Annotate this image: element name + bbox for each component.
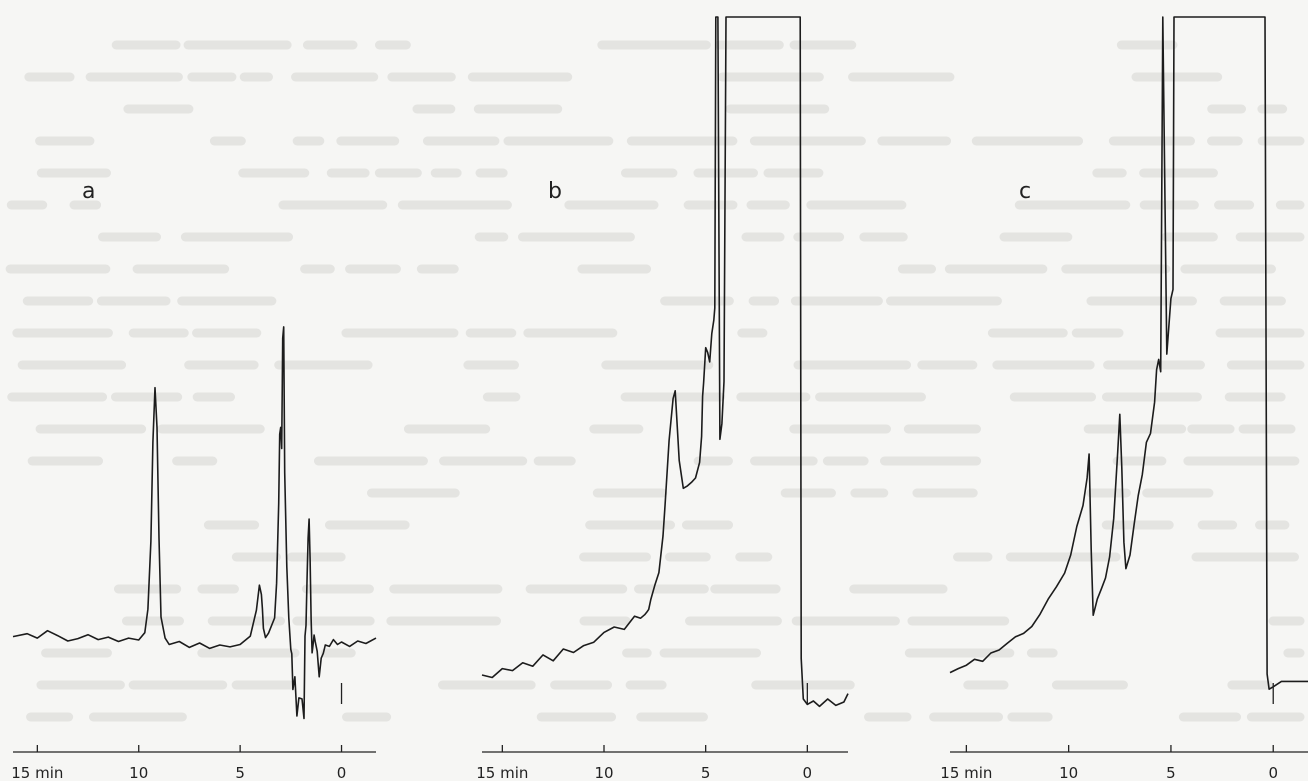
- x-tick-label: 10: [1059, 764, 1078, 781]
- background-texture: [5, 40, 1305, 722]
- chromatogram-panel-c: c 15 min 10 5 0: [940, 16, 1308, 781]
- panel-label: b: [548, 179, 562, 204]
- x-tick-label: 0: [337, 764, 347, 781]
- chromatogram-trace: [12, 326, 377, 720]
- x-tick-label: 0: [1268, 764, 1278, 781]
- panel-label: c: [1019, 179, 1031, 204]
- chromatogram-panel-b: b 15 min 10 5 0: [476, 16, 849, 781]
- x-tick-label: 10: [594, 764, 613, 781]
- x-tick-label: 15 min: [11, 764, 63, 781]
- panel-label: a: [82, 179, 95, 204]
- x-tick-label: 5: [1166, 764, 1176, 781]
- chromatogram-panel-a: a 15 min 10 5 0: [11, 179, 377, 781]
- x-tick-label: 0: [803, 764, 813, 781]
- chromatogram-trace: [949, 16, 1308, 691]
- x-tick-label: 15 min: [940, 764, 992, 781]
- x-tick-label: 5: [235, 764, 245, 781]
- x-tick-label: 15 min: [476, 764, 528, 781]
- x-tick-label: 5: [701, 764, 711, 781]
- chromatogram-trace: [481, 16, 849, 708]
- x-tick-label: 10: [129, 764, 148, 781]
- chromatogram-panels: a 15 min 10 5 0 b 15 min 10 5 0 c 15 min 10 5 0: [11, 16, 1308, 781]
